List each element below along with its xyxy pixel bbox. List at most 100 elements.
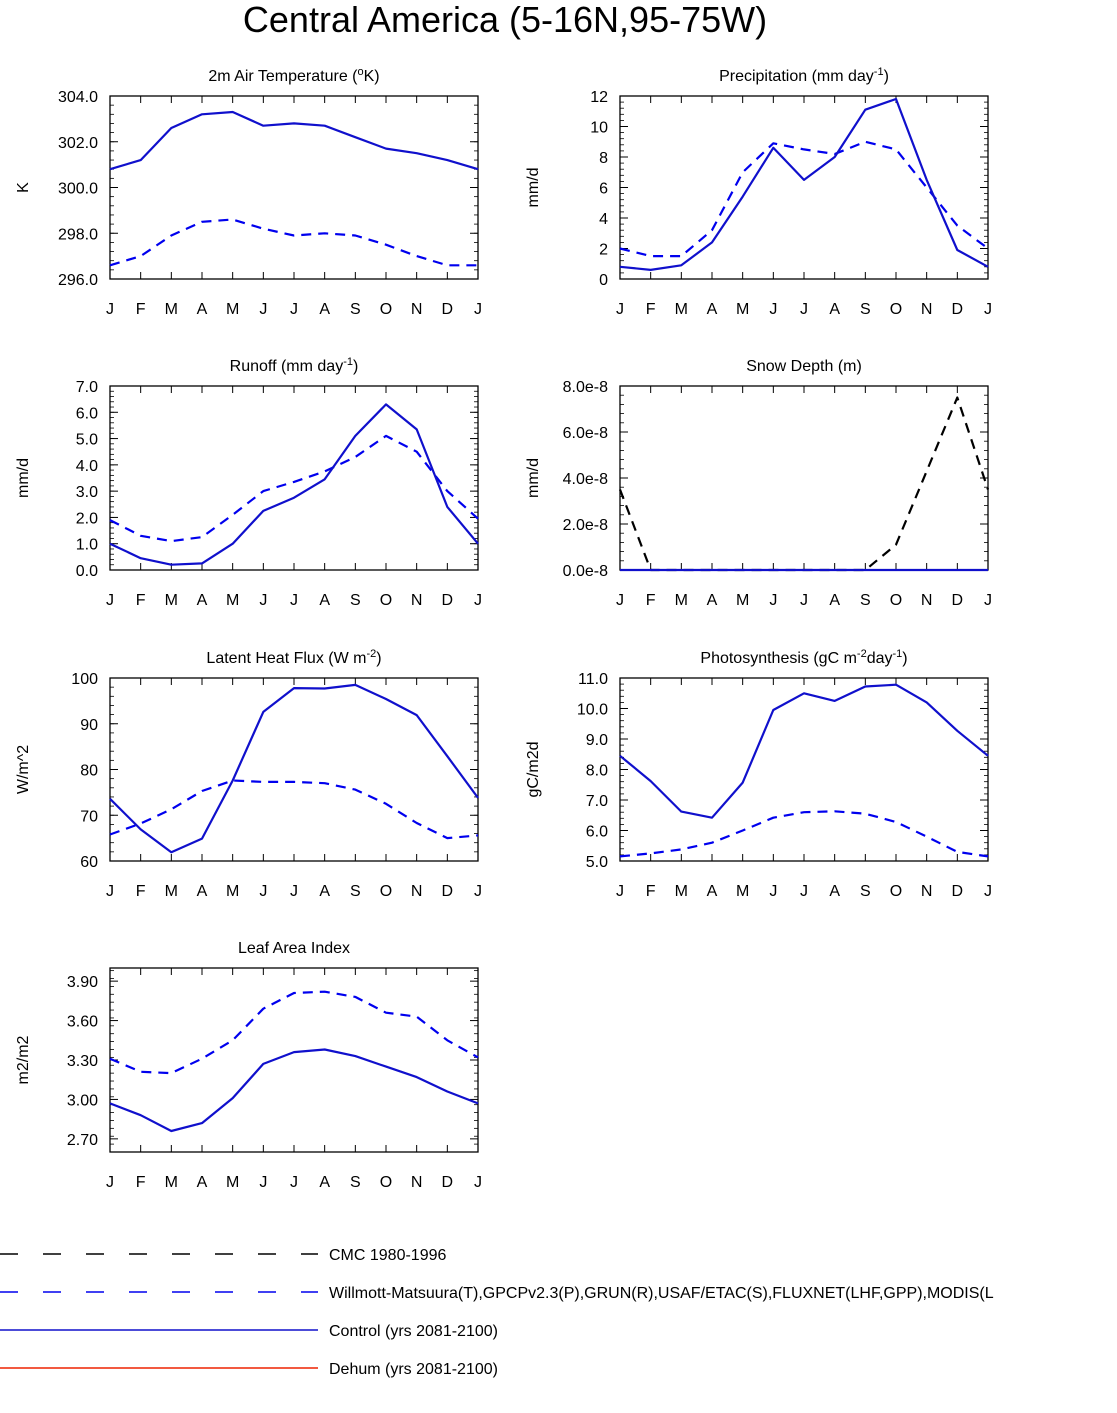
x-tick-label: M	[675, 592, 688, 609]
y-tick-label: 6	[599, 181, 608, 198]
x-tick-label: S	[350, 592, 361, 609]
x-tick-label: M	[675, 883, 688, 900]
x-tick-label: D	[442, 301, 454, 318]
x-tick-label: O	[890, 301, 902, 318]
x-tick-label: N	[921, 301, 933, 318]
x-tick-label: F	[136, 592, 146, 609]
y-tick-label: 6.0e-8	[563, 425, 608, 442]
x-tick-label: A	[319, 883, 330, 900]
x-tick-label: N	[411, 1174, 423, 1191]
y-tick-label: 3.60	[67, 1014, 98, 1031]
chart-panel: Runoff (mm day-1) J F M A M J J A S O N D J 0.0 1.0 2.0 3…	[15, 356, 482, 609]
y-tick-label: 6.0	[586, 824, 608, 841]
x-tick-label: J	[106, 301, 114, 318]
x-tick-label: M	[165, 1174, 178, 1191]
y-tick-label: 70	[80, 808, 98, 825]
dashed-series-line	[109, 779, 479, 840]
x-tick-label: J	[474, 1174, 482, 1191]
y-axis-label: m2/m2	[15, 1035, 32, 1084]
solid-series-line	[619, 683, 989, 819]
x-tick-label: J	[290, 883, 298, 900]
y-axis-label: mm/d	[525, 458, 542, 498]
y-tick-label: 12	[590, 89, 608, 106]
x-tick-label: A	[319, 1174, 330, 1191]
x-tick-label: J	[290, 301, 298, 318]
y-tick-label: 3.00	[67, 1092, 98, 1109]
x-tick-label: J	[616, 592, 624, 609]
y-tick-label: 296.0	[58, 272, 98, 289]
dashed-series-line	[109, 434, 479, 543]
y-axis-label: mm/d	[15, 458, 32, 498]
chart-title: Latent Heat Flux (W m-2)	[206, 648, 381, 667]
x-tick-label: J	[474, 301, 482, 318]
solid-series-line	[109, 1048, 479, 1133]
legend-label: Willmott-Matsuura(T),GPCPv2.3(P),GRUN(R)…	[329, 1285, 994, 1302]
y-tick-label: 4	[599, 211, 608, 228]
plot-frame	[619, 95, 989, 280]
chart-title: 2m Air Temperature (oK)	[208, 66, 379, 85]
x-tick-label: F	[136, 883, 146, 900]
x-tick-label: J	[616, 883, 624, 900]
x-tick-label: A	[197, 1174, 208, 1191]
x-tick-label: A	[829, 592, 840, 609]
solid-series-line	[109, 683, 479, 854]
y-tick-label: 8.0e-8	[563, 379, 608, 396]
x-tick-label: A	[829, 883, 840, 900]
x-tick-label: M	[226, 592, 239, 609]
y-tick-label: 60	[80, 854, 98, 871]
dashed-series-line	[619, 140, 989, 258]
plot-frame	[109, 967, 479, 1153]
y-tick-label: 0	[599, 272, 608, 289]
chart-title: Snow Depth (m)	[746, 358, 862, 375]
figure-title: Central America (5-16N,95-75W)	[243, 0, 767, 40]
y-tick-label: 2.70	[67, 1132, 98, 1149]
x-tick-label: J	[474, 592, 482, 609]
x-tick-label: M	[736, 301, 749, 318]
solid-series-line	[109, 110, 479, 171]
x-tick-label: F	[136, 301, 146, 318]
x-tick-label: M	[226, 1174, 239, 1191]
x-tick-label: M	[226, 301, 239, 318]
x-tick-label: J	[290, 592, 298, 609]
x-tick-label: M	[736, 592, 749, 609]
x-tick-label: S	[860, 592, 871, 609]
x-tick-label: A	[829, 301, 840, 318]
x-tick-label: O	[380, 1174, 392, 1191]
y-tick-label: 4.0	[76, 458, 98, 475]
x-tick-label: A	[197, 883, 208, 900]
y-tick-label: 5.0	[76, 432, 98, 449]
plot-frame	[109, 385, 479, 571]
y-tick-label: 7.0	[76, 379, 98, 396]
y-tick-label: 4.0e-8	[563, 471, 608, 488]
x-tick-label: O	[890, 592, 902, 609]
legend-label: Dehum (yrs 2081-2100)	[329, 1361, 498, 1378]
x-tick-label: D	[952, 301, 964, 318]
y-tick-label: 8.0	[586, 763, 608, 780]
chart-panel: Photosynthesis (gC m-2day-1) J F M A M J J A S O N D…	[525, 648, 992, 900]
x-tick-label: D	[442, 592, 454, 609]
chart-title: Precipitation (mm day-1)	[719, 66, 889, 85]
y-tick-label: 10	[590, 120, 608, 137]
x-tick-label: O	[380, 883, 392, 900]
x-tick-label: J	[106, 883, 114, 900]
x-tick-label: J	[616, 301, 624, 318]
x-tick-label: N	[411, 883, 423, 900]
x-tick-label: S	[350, 1174, 361, 1191]
x-tick-label: M	[165, 592, 178, 609]
y-tick-label: 5.0	[586, 854, 608, 871]
chart-title: Runoff (mm day-1)	[230, 356, 359, 375]
y-tick-label: 2	[599, 242, 608, 259]
x-tick-label: N	[411, 301, 423, 318]
legend-label: Control (yrs 2081-2100)	[329, 1323, 498, 1340]
chart-title: Photosynthesis (gC m-2day-1)	[700, 648, 907, 667]
x-tick-label: J	[106, 592, 114, 609]
x-tick-label: M	[675, 301, 688, 318]
y-tick-label: 3.90	[67, 974, 98, 991]
x-tick-label: F	[646, 592, 656, 609]
y-tick-label: 6.0	[76, 405, 98, 422]
x-tick-label: F	[646, 301, 656, 318]
x-tick-label: J	[259, 883, 267, 900]
x-tick-label: D	[952, 592, 964, 609]
x-tick-label: J	[769, 883, 777, 900]
y-axis-label: W/m^2	[15, 745, 32, 794]
